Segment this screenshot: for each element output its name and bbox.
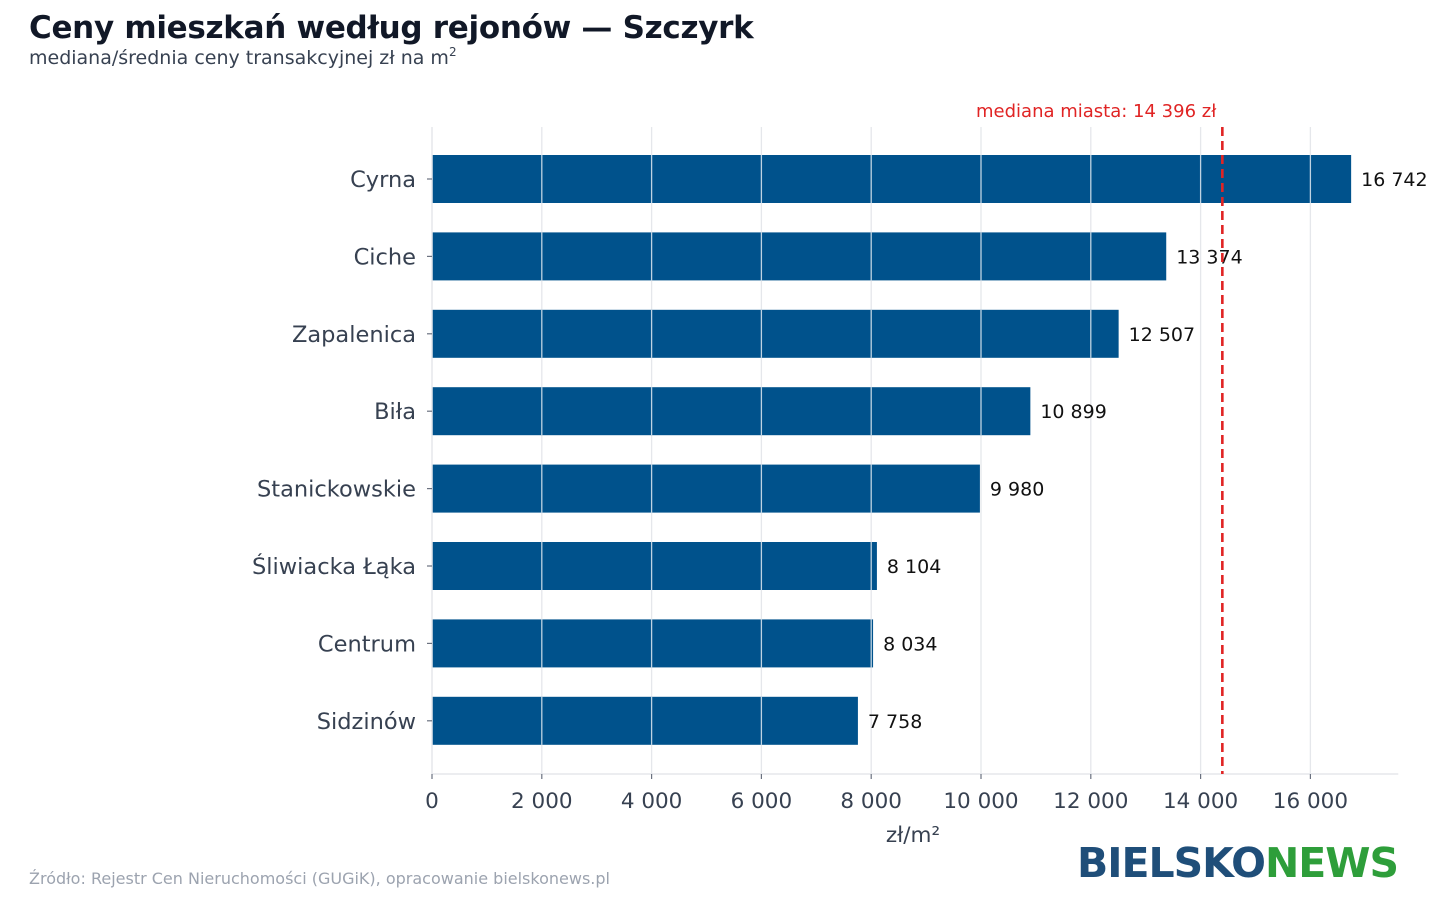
bar (432, 387, 1031, 436)
bar (432, 542, 877, 590)
x-tick-label: 10 000 (943, 789, 1018, 814)
value-label: 16 742 (1361, 169, 1427, 191)
value-label: 7 758 (868, 711, 922, 733)
value-label: 9 980 (990, 479, 1044, 501)
x-axis-label: zł/m² (886, 823, 940, 848)
x-tick-label: 2 000 (511, 789, 573, 814)
subtitle-superscript: 2 (448, 45, 457, 59)
x-tick-label: 0 (425, 789, 439, 814)
category-label: Śliwiacka Łąka (252, 552, 416, 580)
category-label: Zapalenica (292, 322, 416, 348)
x-tick-label: 14 000 (1163, 789, 1238, 814)
bar (432, 155, 1352, 203)
category-label: Cyrna (350, 167, 416, 193)
value-label: 8 034 (883, 633, 937, 655)
value-label: 12 507 (1129, 324, 1195, 346)
chart-subtitle: mediana/średnia ceny transakcyjnej zł na… (29, 45, 457, 69)
category-label: Centrum (318, 631, 416, 657)
category-label: Sidzinów (317, 709, 416, 735)
median-label: mediana miasta: 14 396 zł (976, 101, 1217, 122)
source-note: Źródło: Rejestr Cen Nieruchomości (GUGiK… (29, 869, 610, 888)
x-tick-label: 6 000 (731, 789, 793, 814)
bar (432, 464, 980, 513)
value-label: 8 104 (887, 556, 941, 578)
category-label: Ciche (354, 244, 416, 270)
x-tick-label: 16 000 (1273, 789, 1348, 814)
x-tick-label: 4 000 (621, 789, 683, 814)
category-label: Biła (374, 399, 416, 425)
x-tick-label: 12 000 (1053, 789, 1128, 814)
bar (432, 309, 1119, 358)
x-tick-label: 8 000 (840, 789, 902, 814)
bielskonews-logo: BIELSKONEWS (1077, 839, 1399, 887)
chart-title: Ceny mieszkań według rejonów — Szczyrk (29, 10, 754, 46)
value-label: 13 374 (1176, 246, 1242, 268)
bar (432, 619, 874, 668)
category-label: Stanickowskie (257, 477, 416, 503)
value-label: 10 899 (1040, 401, 1106, 423)
bar (432, 696, 858, 745)
bar (432, 232, 1167, 281)
